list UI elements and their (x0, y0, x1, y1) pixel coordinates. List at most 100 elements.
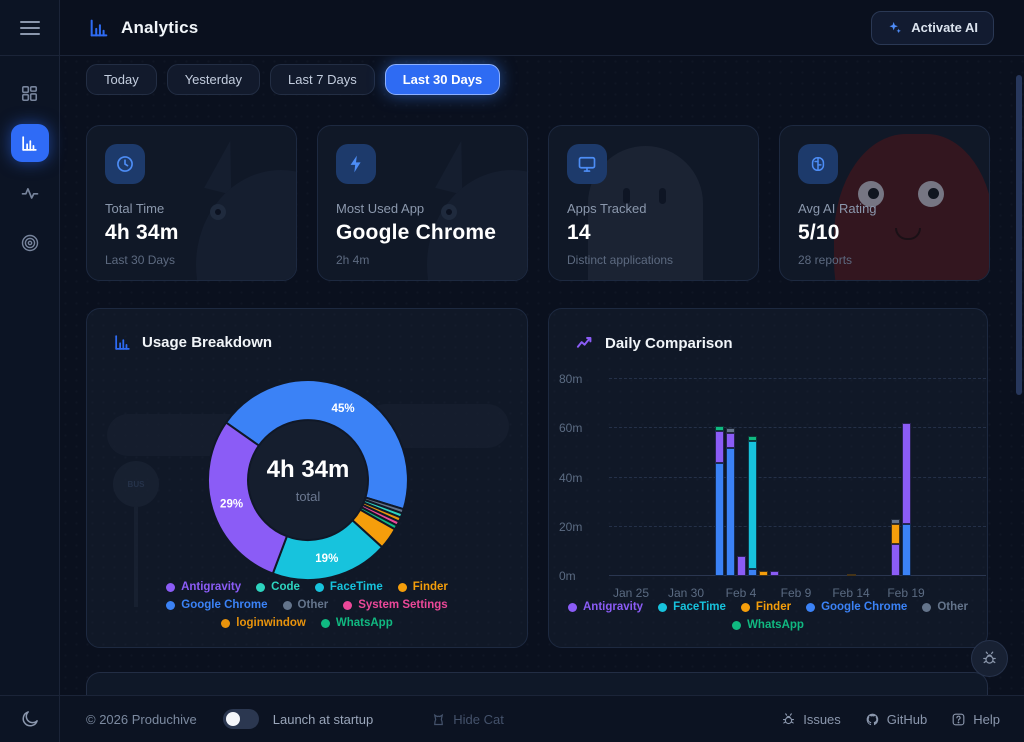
footer-link-issues[interactable]: Issues (781, 712, 841, 727)
bar-segment-antigravity (769, 571, 779, 576)
sidebar-item-dashboard-grid[interactable] (11, 74, 49, 112)
stat-sub: Distinct applications (567, 253, 674, 267)
bar-feb-2[interactable] (714, 425, 724, 576)
bar-segment-antigravity (725, 433, 735, 448)
x-axis-tick: Jan 25 (612, 586, 650, 600)
stat-label: Apps Tracked (567, 201, 647, 216)
copyright-text: © 2026 Produchive (86, 711, 197, 727)
legend-dot (806, 602, 816, 612)
legend-dot (221, 618, 231, 628)
x-axis-tick: Jan 30 (667, 586, 705, 600)
legend-dot (166, 600, 176, 610)
footer: © 2026 Produchive Launch at startup Hide… (60, 695, 1024, 742)
legend-item-system-settings[interactable]: System Settings (343, 599, 448, 611)
legend-dot (314, 582, 324, 592)
sparkle-icon (887, 20, 903, 36)
legend-item-antigravity[interactable]: Antigravity (567, 601, 643, 613)
bar-feb-7[interactable] (769, 571, 779, 576)
filter-today[interactable]: Today (86, 64, 157, 95)
legend-dot (320, 618, 330, 628)
sidebar-item-focus-target[interactable] (11, 224, 49, 262)
filter-last-30-days[interactable]: Last 30 Days (384, 64, 501, 95)
legend-item-whatsapp[interactable]: WhatsApp (732, 619, 804, 631)
bar-segment-google-chrome (725, 447, 735, 576)
filter-last-7-days[interactable]: Last 7 Days (270, 64, 375, 95)
launch-at-startup-toggle[interactable] (222, 709, 259, 729)
bar-segment-antigravity (714, 430, 724, 463)
legend-dot (740, 602, 750, 612)
legend-item-facetime[interactable]: FaceTime (314, 581, 383, 593)
bar-feb-18[interactable] (890, 519, 900, 576)
bar-segment-google-chrome (747, 568, 757, 576)
bar-feb-6[interactable] (758, 571, 768, 576)
legend-item-finder[interactable]: Finder (740, 601, 791, 613)
daily-comparison-card: Daily Comparison 0m 20m 40m 60m 80m Jan 25 Jan… (548, 308, 988, 648)
brain-icon (798, 144, 838, 184)
sidebar-nav (0, 56, 59, 695)
legend-item-facetime[interactable]: FaceTime (658, 601, 726, 613)
footer-link-github[interactable]: GitHub (865, 712, 927, 727)
stat-value: 5/10 (798, 221, 840, 244)
help-icon (951, 712, 966, 727)
x-axis-tick: Feb 9 (780, 586, 812, 600)
y-axis-tick: 0m (559, 569, 576, 583)
bar-feb-5[interactable] (747, 435, 757, 576)
legend-dot (397, 582, 407, 592)
launch-at-startup-label: Launch at startup (272, 711, 374, 727)
y-axis-tick: 20m (559, 519, 583, 534)
usage-donut-chart[interactable]: 45% 19% 29% 4h 34m total (198, 370, 418, 590)
footer-links: Issues GitHub Help (781, 712, 1000, 727)
sidebar-item-activity-pulse[interactable] (11, 174, 49, 212)
donut-slice-label: 19% (315, 553, 338, 565)
y-axis-tick: 60m (559, 421, 583, 436)
bar-feb-14[interactable] (846, 573, 856, 576)
chart-title: Usage Breakdown (142, 334, 273, 351)
stat-card-total-time: Total Time 4h 34m Last 30 Days (86, 125, 297, 281)
donut-slice-google-chrome[interactable] (224, 379, 409, 511)
legend-dot (567, 602, 577, 612)
gridline (609, 378, 986, 379)
bar-segment-other (725, 428, 735, 434)
legend-item-finder[interactable]: Finder (397, 581, 448, 593)
legend-dot (282, 600, 292, 610)
legend-item-google-chrome[interactable]: Google Chrome (166, 599, 268, 611)
legend-dot (922, 602, 932, 612)
gridline (609, 525, 986, 527)
stat-value: Google Chrome (336, 221, 497, 244)
filter-yesterday[interactable]: Yesterday (166, 64, 261, 95)
legend-item-other[interactable]: Other (922, 601, 968, 613)
legend-dot (343, 600, 353, 610)
footer-link-help[interactable]: Help (951, 712, 1000, 727)
activate-ai-button[interactable]: Activate AI (871, 10, 994, 45)
stat-card-avg-ai-rating: Avg AI Rating 5/10 28 reports (779, 125, 990, 281)
bar-segment-antigravity (736, 556, 746, 576)
sidebar (0, 0, 60, 742)
bar-segment-google-chrome (901, 524, 911, 576)
stat-value: 4h 34m (105, 221, 179, 244)
bar-segment-facetime (747, 440, 757, 569)
theme-toggle-moon-icon[interactable] (20, 709, 40, 729)
legend-item-whatsapp[interactable]: WhatsApp (320, 617, 393, 629)
bar-feb-4[interactable] (736, 556, 746, 576)
daily-bar-chart[interactable]: 0m 20m 40m 60m 80m Jan 25 Jan 30 Feb 4 Feb 9 Feb … (559, 372, 986, 600)
bar-segment-finder (758, 571, 768, 576)
bar-feb-3[interactable] (725, 428, 735, 576)
bar-feb-19[interactable] (901, 423, 911, 576)
report-bug-fab[interactable] (971, 640, 1008, 677)
legend-item-other[interactable]: Other (282, 599, 328, 611)
bar-segment-whatsapp (747, 435, 757, 441)
legend-item-loginwindow[interactable]: loginwindow (221, 617, 306, 629)
legend-item-antigravity[interactable]: Antigravity (166, 581, 241, 593)
bar-segment-antigravity (890, 544, 900, 576)
analytics-chart-icon (88, 17, 110, 39)
chart-title: Daily Comparison (605, 334, 733, 352)
legend-item-code[interactable]: Code (256, 581, 300, 593)
scrollbar-thumb[interactable] (1016, 75, 1022, 395)
bug-icon (781, 712, 796, 727)
x-axis-tick: Feb 4 (725, 586, 757, 600)
legend-item-google-chrome[interactable]: Google Chrome (806, 601, 907, 613)
x-axis-tick: Feb 14 (832, 586, 870, 600)
sidebar-item-analytics-chart[interactable] (10, 124, 49, 162)
hide-cat-button[interactable]: Hide Cat (431, 712, 504, 727)
menu-icon[interactable] (19, 17, 40, 39)
